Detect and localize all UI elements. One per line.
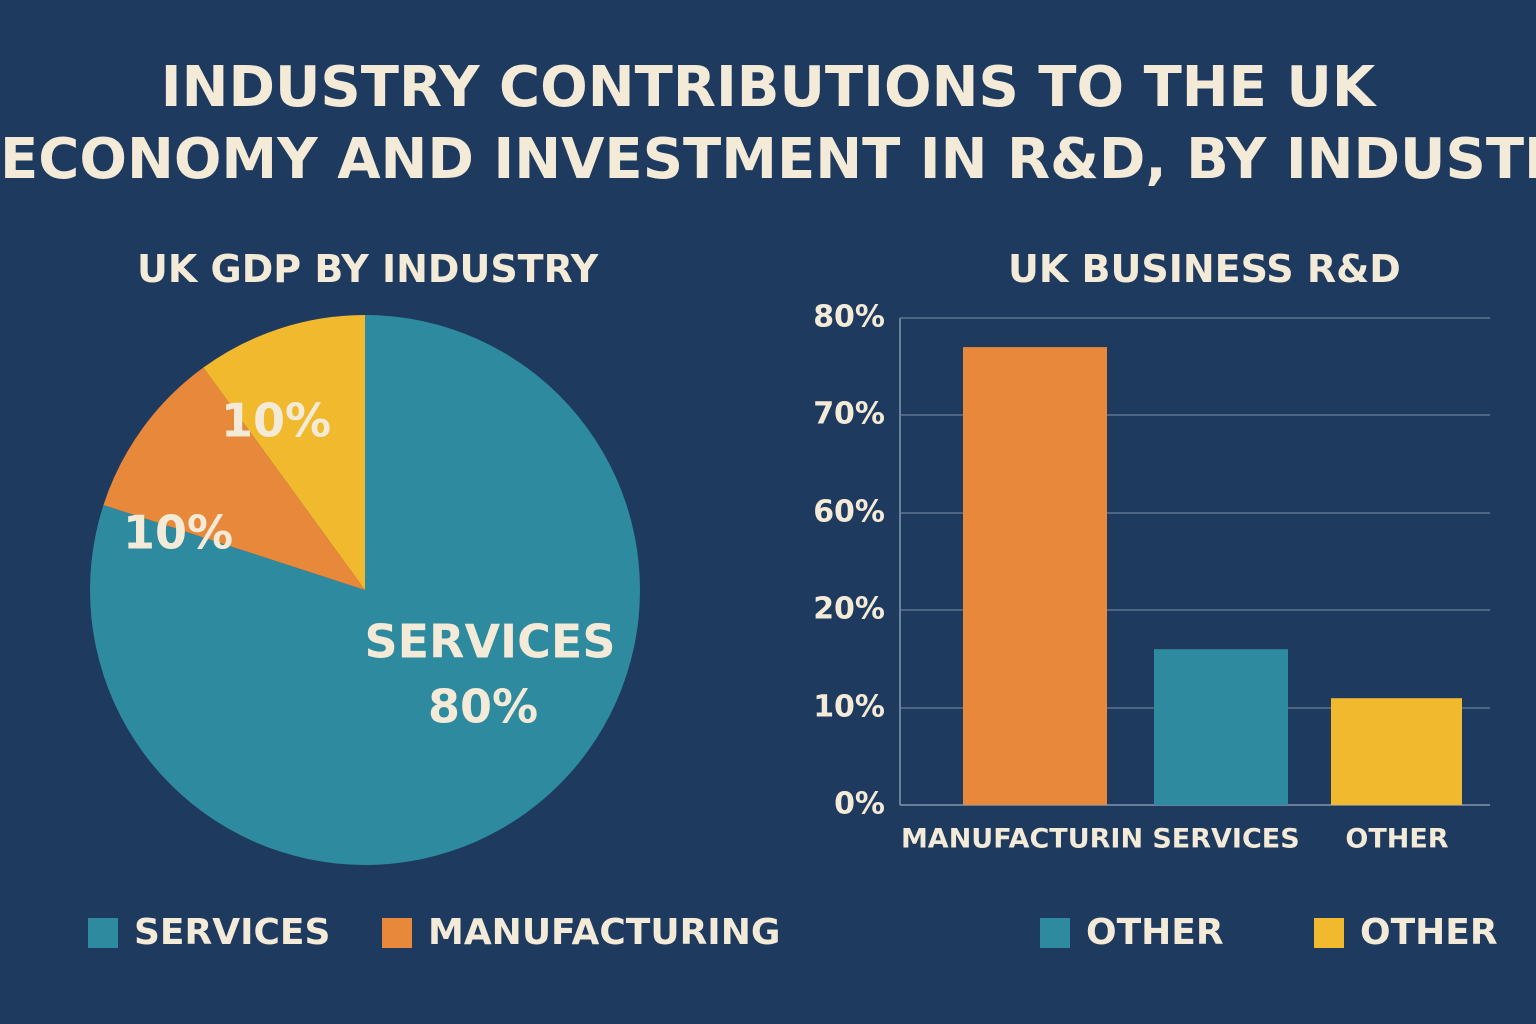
legend-swatch [88,917,118,948]
pie-legend-item-manufacturing: MANUFACTURING [382,912,780,953]
y-tick-label: 10% [813,690,885,725]
bar-legend-item-other-teal: OTHER [1040,912,1224,953]
y-tick-label: 20% [813,592,885,627]
y-tick-label: 0% [834,787,885,822]
legend-label: OTHER [1086,912,1224,953]
chart-title: INDUSTRY CONTRIBUTIONS TO THE UK ECONOMY… [0,52,1536,196]
y-tick-label: 60% [813,495,885,530]
pie-slice-2 [203,315,365,590]
legend-swatch [382,917,412,948]
bar-chart-title: UK BUSINESS R&D [1008,247,1401,291]
legend-label: MANUFACTURING [428,912,781,953]
bar-0 [963,347,1107,805]
y-tick-label: 70% [813,397,885,432]
legend-swatch [1040,917,1070,948]
pie-legend-item-services: SERVICES [88,912,330,953]
pie-chart-title: UK GDP BY INDUSTRY [137,247,599,291]
bar-1 [1154,649,1288,805]
x-category-label: OTHER [1345,824,1448,855]
bar-2 [1331,698,1462,805]
x-category-label: MANUFACTURIN [901,824,1143,855]
pie-slice-value-label: 10% [221,394,331,448]
title-line-1: INDUSTRY CONTRIBUTIONS TO THE UK [160,55,1376,120]
pie-slice-1 [103,367,366,590]
title-line-2: ECONOMY AND INVESTMENT IN R&D, BY INDUST… [0,127,1536,192]
legend-label: SERVICES [134,912,331,953]
y-tick-label: 80% [813,300,885,335]
pie-slice-value-label: 10% [123,506,233,560]
pie-slice-value-label: 80% [428,680,538,734]
pie-slice-0 [90,315,641,865]
bar-legend-item-other-yellow: OTHER [1314,912,1498,953]
pie-slice-label: SERVICES [364,615,615,669]
legend-swatch [1314,917,1344,948]
legend-label: OTHER [1360,912,1498,953]
x-category-label: SERVICES [1152,824,1299,855]
